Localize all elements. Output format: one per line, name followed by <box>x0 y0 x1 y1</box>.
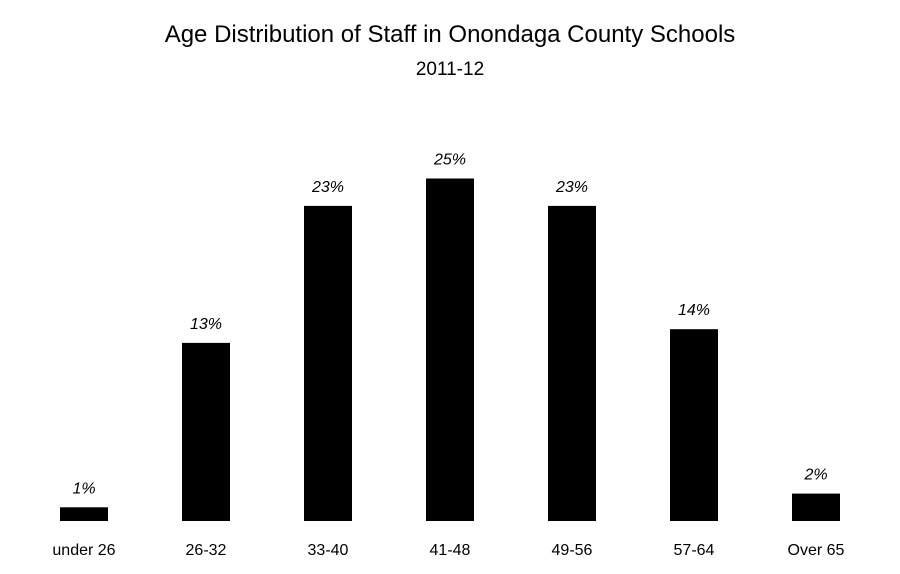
data-label: 2% <box>803 467 827 484</box>
bar-41-48 <box>426 178 474 521</box>
category-tick-label: 41-48 <box>430 542 471 559</box>
category-tick-label: under 26 <box>52 542 115 559</box>
data-label: 25% <box>433 152 466 169</box>
data-label: 23% <box>555 179 588 196</box>
category-tick-label: 26-32 <box>186 542 227 559</box>
category-tick-label: Over 65 <box>788 542 845 559</box>
chart-title: Age Distribution of Staff in Onondaga Co… <box>164 21 736 48</box>
category-tick-label: 33-40 <box>308 542 349 559</box>
data-label: 23% <box>311 179 344 196</box>
bar-under-26 <box>60 507 108 521</box>
data-label: 14% <box>678 302 710 319</box>
chart-subtitle: 2011-12 <box>415 59 485 80</box>
bar-33-40 <box>304 205 352 521</box>
bars-group <box>60 178 840 521</box>
bar-26-32 <box>182 342 230 521</box>
data-labels-group: 1% 13% 23% 25% 23% 14% 2% <box>72 152 827 498</box>
bar-57-64 <box>670 329 718 521</box>
category-tick-label: 57-64 <box>674 542 715 559</box>
data-label: 1% <box>72 480 95 497</box>
bar-over-65 <box>792 493 840 521</box>
category-tick-label: 49-56 <box>552 542 593 559</box>
data-label: 13% <box>190 316 222 333</box>
category-axis: under 26 26-32 33-40 41-48 49-56 57-64 Over 65 <box>52 542 844 559</box>
bar-49-56 <box>548 205 596 521</box>
